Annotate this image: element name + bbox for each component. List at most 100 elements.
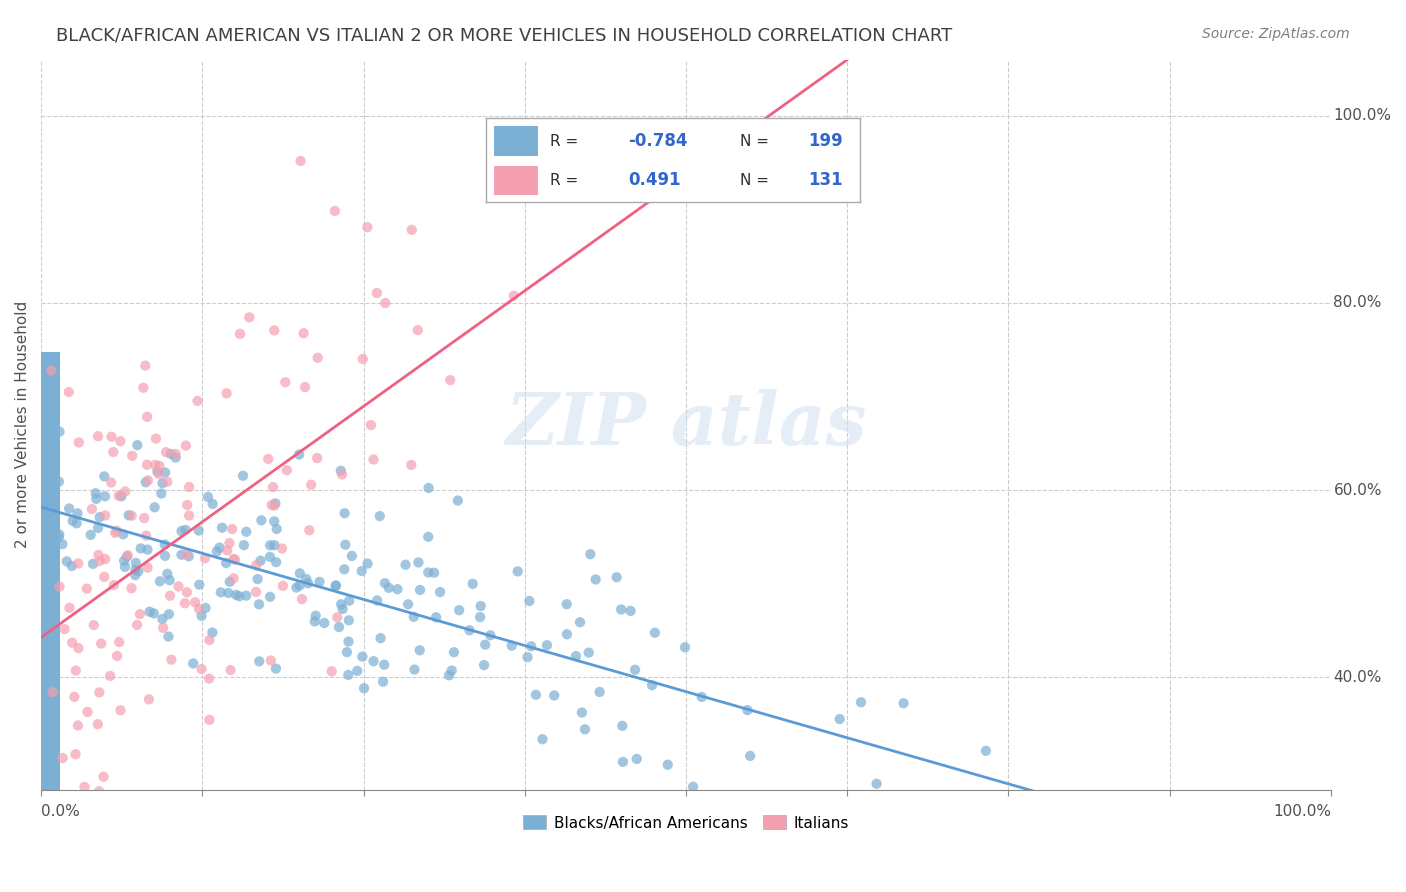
Point (201, 497, 224, 511)
Point (177, 549, 200, 564)
Point (524, 688, 547, 702)
Point (143, 500, 166, 515)
Point (188, 577, 211, 591)
Point (194, 551, 217, 566)
Point (94, 552, 117, 566)
Point (159, 589, 181, 603)
Point (246, 572, 269, 586)
Point (259, 549, 281, 564)
Point (232, 468, 254, 483)
Point (263, 323, 285, 337)
Point (257, 452, 280, 467)
Point (740, 748, 762, 763)
Point (104, 525, 127, 540)
Point (440, 664, 463, 678)
Point (190, 662, 212, 676)
Point (366, 593, 388, 607)
Point (606, 570, 628, 584)
Point (352, 352, 374, 367)
Point (229, 326, 252, 341)
Point (1135, 811, 1157, 825)
Point (260, 498, 283, 512)
Point (337, 613, 360, 627)
Point (264, 555, 287, 569)
Point (127, 438, 149, 452)
Point (295, 572, 318, 586)
Point (205, 544, 228, 558)
Point (624, 663, 647, 677)
Point (103, 578, 125, 592)
Point (285, 581, 308, 595)
Point (406, 323, 429, 337)
Point (225, 588, 247, 602)
Point (356, 557, 378, 571)
Point (89, 554, 111, 568)
Point (93, 469, 115, 483)
Point (262, 480, 284, 494)
Point (112, 554, 135, 568)
Point (443, 645, 465, 659)
Point (423, 566, 446, 580)
Point (215, 386, 238, 401)
Point (352, 649, 374, 664)
Point (396, 597, 419, 611)
Point (737, 703, 759, 717)
Point (48, 425, 70, 439)
Point (574, 723, 596, 737)
Point (48, 475, 70, 489)
Point (657, 757, 679, 772)
Point (129, 541, 152, 556)
Text: 100.0%: 100.0% (1333, 108, 1392, 123)
Point (170, 548, 193, 562)
Point (155, 445, 177, 459)
Point (170, 524, 193, 538)
Point (288, 578, 311, 592)
Point (165, 450, 187, 465)
Point (271, 579, 294, 593)
Point (60, 635, 83, 649)
Point (555, 627, 578, 641)
Point (117, 549, 139, 563)
Point (374, 576, 396, 591)
Point (263, 514, 285, 528)
Point (404, 663, 426, 677)
Point (501, 639, 523, 653)
Point (181, 657, 204, 671)
Point (197, 490, 219, 504)
Text: ZIP atlas: ZIP atlas (505, 389, 866, 460)
Point (62, 514, 84, 528)
Point (506, 565, 529, 579)
Point (94, 508, 117, 523)
Point (531, 732, 554, 747)
Point (93, 570, 115, 584)
Point (173, 596, 195, 610)
Point (108, 635, 131, 649)
Point (673, 640, 696, 655)
Point (356, 220, 378, 235)
Point (271, 541, 294, 556)
Point (368, 509, 391, 524)
Point (66, 506, 89, 520)
Point (585, 573, 607, 587)
Point (153, 549, 176, 563)
Point (87, 717, 110, 731)
Point (228, 589, 250, 603)
Point (461, 577, 484, 591)
Point (138, 692, 160, 706)
Point (41, 363, 63, 377)
Point (849, 695, 872, 709)
Point (198, 713, 221, 727)
Point (107, 489, 129, 503)
Point (217, 586, 239, 600)
Point (336, 645, 359, 659)
Point (332, 602, 354, 616)
Point (288, 566, 311, 581)
Point (644, 625, 666, 640)
Point (371, 674, 394, 689)
Point (221, 522, 243, 536)
Point (418, 481, 440, 495)
Point (87, 521, 110, 535)
Point (65, 664, 87, 678)
Point (298, 524, 321, 538)
Point (350, 564, 373, 578)
